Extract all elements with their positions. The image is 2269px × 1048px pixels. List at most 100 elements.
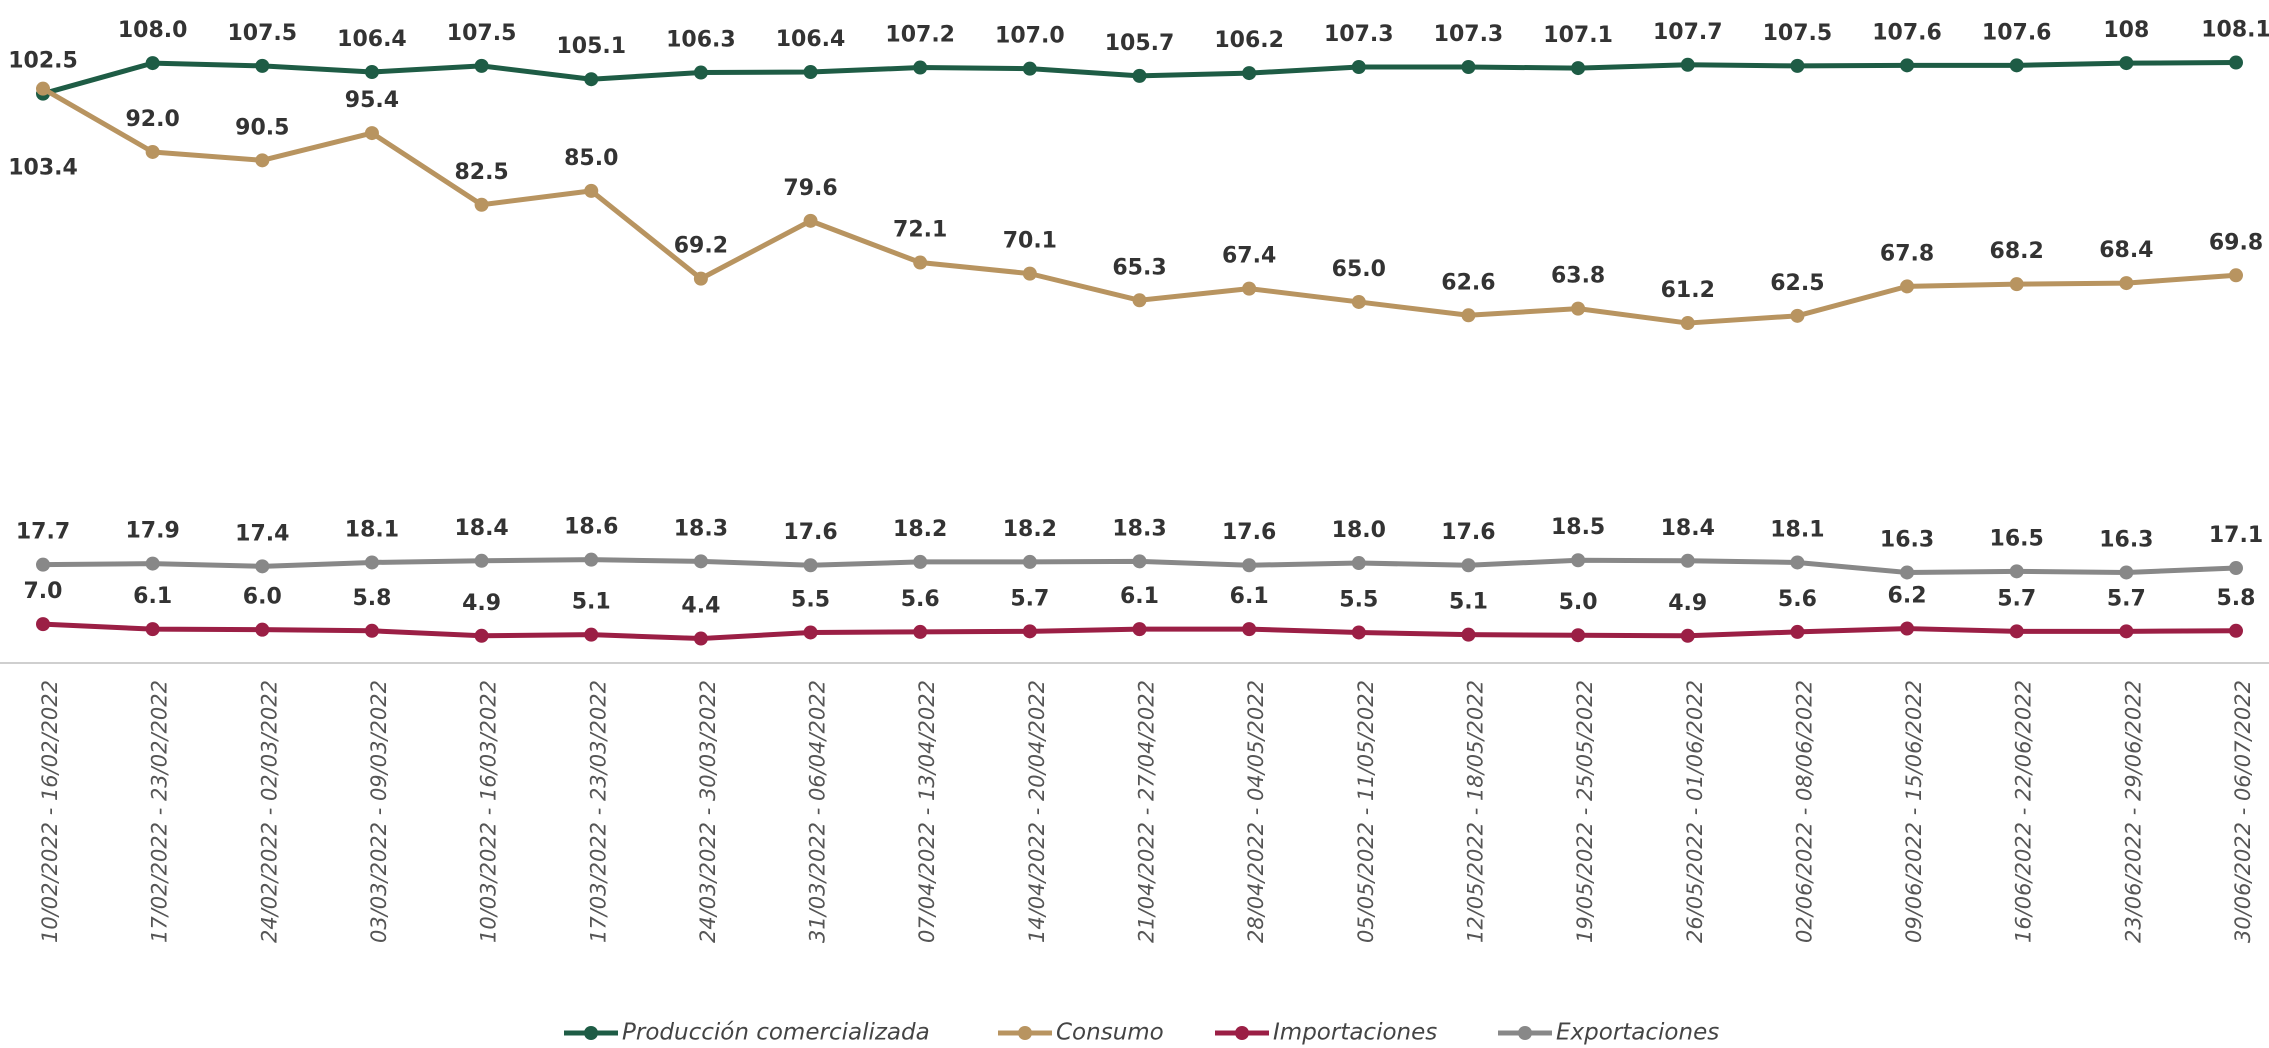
- data-point: [364, 126, 379, 141]
- data-label: 16.3: [2099, 527, 2153, 552]
- data-point: [2009, 277, 2024, 292]
- data-point: [1022, 554, 1037, 569]
- data-label: 4.9: [462, 591, 501, 616]
- data-label: 62.6: [1441, 270, 1495, 295]
- data-point: [1790, 58, 1805, 73]
- legend-label: Producción comercializada: [622, 1020, 930, 1046]
- data-point: [145, 144, 160, 159]
- data-point: [1900, 279, 1915, 294]
- data-point: [803, 64, 818, 79]
- data-point: [1351, 556, 1366, 571]
- data-point: [1132, 554, 1147, 569]
- x-tick-label: 07/04/2022 - 13/04/2022: [915, 680, 939, 943]
- data-point: [1242, 66, 1257, 81]
- data-point: [1022, 624, 1037, 639]
- data-point: [1351, 59, 1366, 74]
- data-point: [1680, 57, 1695, 72]
- data-point: [693, 631, 708, 646]
- data-point: [1790, 308, 1805, 323]
- data-label: 85.0: [564, 146, 618, 171]
- data-label: 63.8: [1551, 264, 1605, 289]
- data-label: 107.1: [1543, 23, 1613, 48]
- data-point: [1680, 628, 1695, 643]
- data-label: 17.6: [783, 520, 837, 545]
- data-label: 67.8: [1880, 241, 1934, 266]
- data-label: 17.4: [235, 521, 289, 546]
- data-label: 107.0: [995, 24, 1065, 49]
- data-point: [2119, 624, 2134, 639]
- data-label: 5.1: [1449, 590, 1488, 615]
- x-tick-label: 12/05/2022 - 18/05/2022: [1463, 680, 1487, 943]
- data-label: 103.4: [8, 156, 78, 181]
- data-label: 68.2: [1990, 239, 2044, 264]
- data-label: 17.9: [126, 519, 180, 544]
- data-point: [1132, 622, 1147, 637]
- data-point: [2009, 624, 2024, 639]
- data-point: [145, 622, 160, 637]
- data-point: [1461, 59, 1476, 74]
- data-label: 18.4: [1661, 516, 1715, 541]
- x-tick-label: 24/02/2022 - 02/03/2022: [257, 680, 281, 943]
- data-point: [913, 624, 928, 639]
- data-label: 65.0: [1332, 257, 1386, 282]
- data-label: 18.2: [1003, 517, 1057, 542]
- data-label: 5.7: [1010, 586, 1049, 611]
- legend-marker: [1518, 1026, 1532, 1040]
- data-point: [474, 58, 489, 73]
- data-label: 106.4: [776, 27, 846, 52]
- data-label: 70.1: [1003, 229, 1057, 254]
- data-label: 107.2: [885, 23, 955, 48]
- data-label: 17.7: [16, 520, 70, 545]
- x-tick-label: 17/02/2022 - 23/02/2022: [148, 680, 172, 943]
- data-point: [2119, 276, 2134, 291]
- data-label: 18.2: [893, 517, 947, 542]
- data-point: [584, 183, 599, 198]
- data-label: 5.8: [352, 586, 391, 611]
- data-point: [803, 213, 818, 228]
- data-point: [1571, 61, 1586, 76]
- data-label: 7.0: [24, 579, 63, 604]
- data-label: 92.0: [126, 107, 180, 132]
- x-tick-label: 30/06/2022 - 06/07/2022: [2231, 680, 2255, 943]
- data-point: [693, 271, 708, 286]
- data-point: [474, 628, 489, 643]
- data-point: [474, 197, 489, 212]
- data-label: 72.1: [893, 218, 947, 243]
- data-label: 5.8: [2217, 586, 2256, 611]
- data-label: 107.3: [1434, 22, 1504, 47]
- data-label: 82.5: [454, 160, 508, 185]
- data-point: [1242, 558, 1257, 573]
- data-point: [913, 60, 928, 75]
- x-tick-label: 26/05/2022 - 01/06/2022: [1683, 680, 1707, 943]
- data-point: [803, 558, 818, 573]
- data-point: [1132, 293, 1147, 308]
- data-label: 107.6: [1872, 20, 1942, 45]
- data-label: 107.5: [1763, 21, 1833, 46]
- data-label: 6.2: [1888, 584, 1927, 609]
- data-label: 108.1: [2201, 18, 2269, 43]
- data-label: 18.5: [1551, 515, 1605, 540]
- data-label: 106.2: [1214, 28, 1284, 53]
- x-tick-label: 21/04/2022 - 27/04/2022: [1135, 680, 1159, 943]
- data-point: [1900, 58, 1915, 73]
- legend-marker: [1235, 1026, 1249, 1040]
- data-label: 105.7: [1105, 31, 1175, 56]
- x-tick-label: 02/06/2022 - 08/06/2022: [1792, 680, 1816, 943]
- data-point: [2229, 561, 2243, 576]
- data-label: 5.6: [901, 587, 940, 612]
- x-tick-label: 05/05/2022 - 11/05/2022: [1354, 680, 1378, 943]
- data-label: 107.6: [1982, 20, 2052, 45]
- legend-label: Importaciones: [1273, 1020, 1437, 1046]
- data-label: 5.6: [1778, 587, 1817, 612]
- data-point: [1461, 627, 1476, 642]
- data-label: 105.1: [556, 34, 626, 59]
- data-label: 18.6: [564, 515, 618, 540]
- data-label: 102.5: [8, 49, 78, 74]
- data-point: [36, 617, 50, 632]
- data-point: [584, 72, 599, 87]
- data-point: [474, 553, 489, 568]
- data-label: 61.2: [1661, 278, 1715, 303]
- data-point: [913, 255, 928, 270]
- data-point: [2229, 55, 2243, 70]
